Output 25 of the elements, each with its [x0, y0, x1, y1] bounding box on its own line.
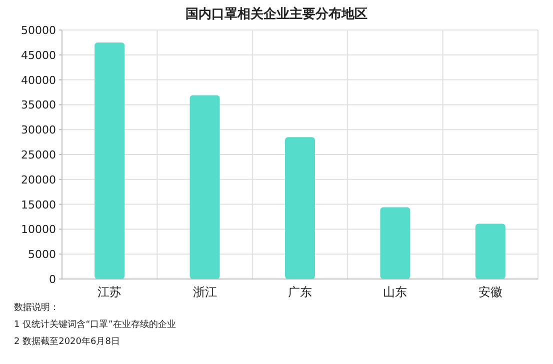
y-tick-label: 0	[49, 273, 56, 286]
y-tick-label: 5000	[28, 248, 56, 262]
y-tick-label: 45000	[21, 48, 56, 62]
y-tick-label: 50000	[21, 24, 56, 37]
bar	[475, 224, 506, 279]
bar	[285, 137, 315, 279]
bar	[190, 95, 220, 279]
y-tick-label: 15000	[21, 198, 56, 212]
x-tick-label: 广东	[288, 285, 312, 299]
y-tick-label: 35000	[21, 98, 56, 112]
text: 2 数据截至2020年6月8日	[14, 336, 120, 347]
y-tick-label: 25000	[21, 148, 56, 162]
text: 1 仅统计关键词含“口罩”在业存续的企业	[14, 319, 176, 330]
text: 数据说明：	[14, 302, 59, 313]
bar	[380, 207, 410, 279]
x-tick-label: 山东	[383, 285, 408, 299]
x-tick-label: 江苏	[98, 285, 122, 299]
x-tick-label: 安徽	[478, 285, 502, 299]
x-tick-label: 浙江	[192, 285, 217, 299]
y-tick-label: 20000	[21, 173, 56, 186]
y-tick-label: 30000	[21, 124, 56, 137]
y-tick-label: 10000	[21, 223, 56, 236]
chart-title: 国内口罩相关企业主要分布地区	[186, 6, 368, 22]
bar	[94, 42, 125, 279]
y-tick-label: 40000	[21, 74, 56, 87]
